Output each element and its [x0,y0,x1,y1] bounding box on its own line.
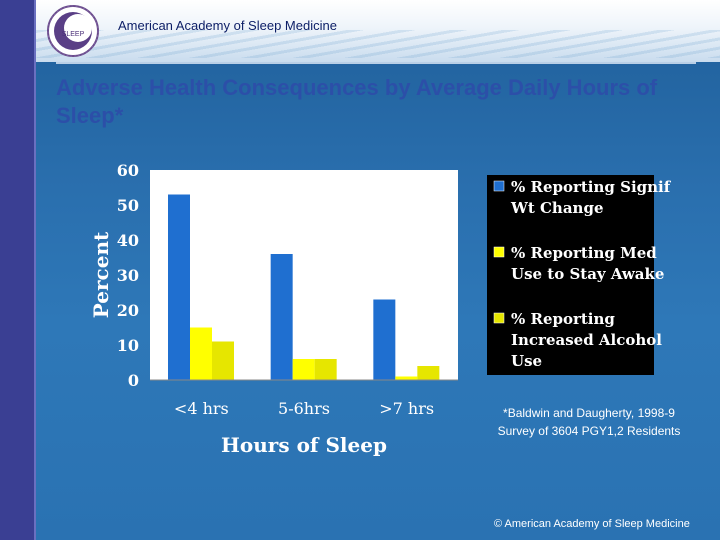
legend-swatch-3 [493,312,505,324]
bar-series3-2 [417,366,440,380]
bar-series1-2 [373,299,396,380]
bar-series3-1 [314,359,337,380]
sleep-logo-icon: SLEEP [47,5,99,57]
legend-label-1: % Reporting Signif Wt Change [510,178,672,217]
copyright: © American Academy of Sleep Medicine [494,518,690,530]
header-divider [56,62,696,64]
bar-series1-1 [270,254,293,380]
bar-series3-0 [212,341,234,380]
legend-label-2: % Reporting Med Use to Stay Awake [511,244,664,283]
y-axis-label: Percent [89,231,113,318]
x-axis-label: Hours of Sleep [221,433,387,457]
y-tick-label: 30 [117,266,139,285]
bar-series2-2 [395,376,418,380]
x-tick-label: >7 hrs [379,399,434,418]
y-tick-label: 0 [128,371,139,390]
legend-box [487,175,654,375]
y-tick-label: 10 [117,336,139,355]
x-tick-label: 5-6hrs [278,399,330,418]
x-tick-label: <4 hrs [174,399,229,418]
left-accent-bar [0,0,36,540]
legend-label-3: % Reporting Increased Alcohol Use [511,310,662,370]
slide-title: Adverse Health Consequences by Average D… [56,75,658,128]
footnote: *Baldwin and Daugherty, 1998-9 Survey of… [497,406,681,438]
bar-series2-1 [292,359,315,380]
bar-series2-0 [190,327,212,380]
logo-text: SLEEP [62,31,85,38]
y-tick-label: 20 [117,301,139,320]
header-swoosh [36,30,720,58]
header-banner [36,0,720,62]
organization-name: American Academy of Sleep Medicine [118,18,337,33]
bar-series1-0 [168,194,190,380]
y-tick-label: 40 [117,231,139,250]
y-tick-label: 60 [117,161,139,180]
legend-swatch-2 [493,246,505,258]
legend-swatch-1 [493,180,505,192]
y-tick-label: 50 [117,196,139,215]
